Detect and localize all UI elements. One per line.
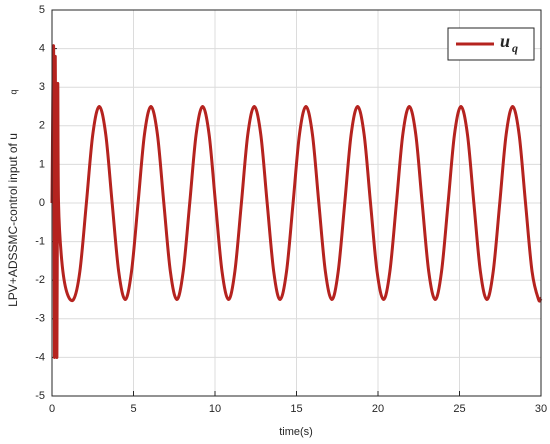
legend: u q	[447, 27, 535, 61]
x-tick-label: 15	[290, 403, 302, 415]
y-tick-label: -5	[35, 390, 45, 402]
y-tick-label: -3	[35, 313, 45, 325]
legend-label: u	[500, 31, 510, 51]
y-axis-label-sub: q	[8, 89, 18, 94]
y-axis-label: LPV+ADSSMC-control input of u	[6, 133, 20, 307]
y-tick-label: 4	[39, 43, 45, 55]
y-tick-label: 1	[39, 158, 45, 170]
x-tick-label: 5	[130, 403, 136, 415]
x-tick-label: 25	[453, 403, 465, 415]
y-tick-label: 3	[39, 81, 45, 93]
x-tick-label: 20	[372, 403, 384, 415]
x-tick-label: 10	[209, 403, 221, 415]
data-line	[50, 44, 543, 359]
x-tick-label: 0	[49, 403, 55, 415]
axes-box	[51, 9, 542, 397]
y-tick-label: 5	[39, 4, 45, 16]
legend-label-sub: q	[512, 41, 518, 55]
y-tick-label: 2	[39, 120, 45, 132]
x-tick-label: 30	[535, 403, 547, 415]
y-tick-label: -4	[35, 351, 45, 363]
y-tick-label: -1	[35, 236, 45, 248]
y-tick-label: 0	[39, 197, 45, 209]
x-axis-label: time(s)	[279, 426, 313, 438]
y-tick-label: -2	[35, 274, 45, 286]
